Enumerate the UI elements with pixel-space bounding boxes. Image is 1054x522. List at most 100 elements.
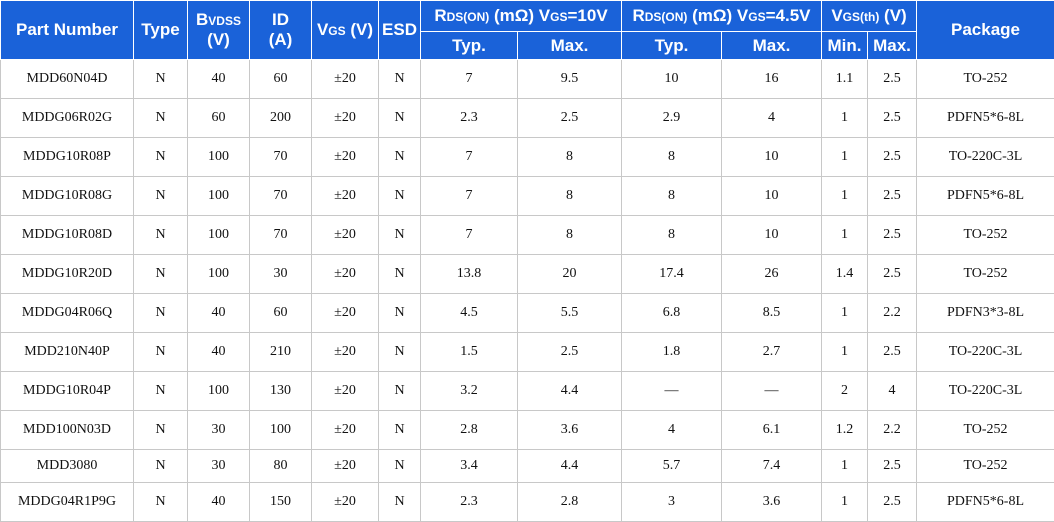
col-rds10-max: Max. [518, 32, 622, 60]
cell-vth-min: 1 [822, 99, 868, 138]
cell-r10-max: 9.5 [518, 60, 622, 99]
cell-r45-typ: 2.9 [622, 99, 722, 138]
cell-type: N [134, 99, 188, 138]
id-symbol: ID [250, 10, 311, 30]
cell-package: TO-252 [917, 411, 1054, 450]
cell-id: 100 [250, 411, 312, 450]
cell-package: TO-252 [917, 450, 1054, 483]
cell-part: MDDG10R08P [1, 138, 134, 177]
cell-esd: N [379, 333, 421, 372]
col-type: Type [134, 1, 188, 60]
cell-bvdss: 30 [188, 411, 250, 450]
cell-bvdss: 40 [188, 333, 250, 372]
cell-r45-typ: 17.4 [622, 255, 722, 294]
rds10-subscript: DS(ON) [447, 10, 490, 24]
rds45-gs-subscript: GS [748, 10, 765, 24]
cell-vgs: ±20 [312, 255, 379, 294]
col-part-number: Part Number [1, 1, 134, 60]
cell-vth-min: 2 [822, 372, 868, 411]
cell-r45-max: 3.6 [722, 483, 822, 522]
cell-bvdss: 100 [188, 372, 250, 411]
rds10-unit: (mΩ) V [489, 6, 550, 25]
cell-package: TO-252 [917, 255, 1054, 294]
cell-part: MDD210N40P [1, 333, 134, 372]
cell-type: N [134, 294, 188, 333]
cell-type: N [134, 483, 188, 522]
cell-esd: N [379, 450, 421, 483]
col-bvdss: BVDSS (V) [188, 1, 250, 60]
cell-vth-max: 4 [868, 372, 917, 411]
cell-type: N [134, 60, 188, 99]
cell-vth-min: 1 [822, 177, 868, 216]
col-rds45-typ: Typ. [622, 32, 722, 60]
col-vgs: VGS (V) [312, 1, 379, 60]
cell-esd: N [379, 372, 421, 411]
cell-package: TO-252 [917, 216, 1054, 255]
cell-r10-max: 3.6 [518, 411, 622, 450]
cell-vth-max: 2.2 [868, 411, 917, 450]
cell-r10-typ: 3.2 [421, 372, 518, 411]
cell-vgs: ±20 [312, 216, 379, 255]
vth-symbol: V [831, 6, 842, 25]
cell-r10-max: 8 [518, 216, 622, 255]
cell-r10-max: 2.5 [518, 99, 622, 138]
cell-part: MDDG04R06Q [1, 294, 134, 333]
cell-vth-min: 1.1 [822, 60, 868, 99]
cell-bvdss: 60 [188, 99, 250, 138]
cell-r10-typ: 7 [421, 177, 518, 216]
cell-vth-max: 2.5 [868, 60, 917, 99]
cell-r45-max: 16 [722, 60, 822, 99]
cell-type: N [134, 138, 188, 177]
cell-vth-min: 1.4 [822, 255, 868, 294]
cell-type: N [134, 333, 188, 372]
cell-type: N [134, 450, 188, 483]
cell-vth-min: 1 [822, 483, 868, 522]
cell-package: TO-220C-3L [917, 372, 1054, 411]
col-group-rds-4v5: RDS(ON) (mΩ) VGS=4.5V [622, 1, 822, 32]
cell-r10-typ: 2.8 [421, 411, 518, 450]
cell-vgs: ±20 [312, 138, 379, 177]
cell-r10-max: 4.4 [518, 450, 622, 483]
cell-type: N [134, 372, 188, 411]
cell-part: MDDG04R1P9G [1, 483, 134, 522]
rds10-value: =10V [567, 6, 607, 25]
cell-package: TO-220C-3L [917, 138, 1054, 177]
cell-vth-max: 2.5 [868, 138, 917, 177]
cell-vgs: ±20 [312, 450, 379, 483]
vth-subscript: GS(th) [843, 10, 880, 24]
cell-r10-max: 2.5 [518, 333, 622, 372]
cell-vth-min: 1.2 [822, 411, 868, 450]
cell-esd: N [379, 60, 421, 99]
cell-package: TO-220C-3L [917, 333, 1054, 372]
cell-vgs: ±20 [312, 483, 379, 522]
cell-r10-typ: 1.5 [421, 333, 518, 372]
cell-r10-max: 20 [518, 255, 622, 294]
cell-vth-min: 1 [822, 138, 868, 177]
cell-r10-typ: 2.3 [421, 483, 518, 522]
cell-esd: N [379, 255, 421, 294]
cell-r45-typ: 6.8 [622, 294, 722, 333]
table-header: Part Number Type BVDSS (V) ID (A) VGS (V… [1, 1, 1054, 60]
cell-esd: N [379, 483, 421, 522]
cell-r10-max: 8 [518, 177, 622, 216]
cell-id: 60 [250, 60, 312, 99]
cell-esd: N [379, 138, 421, 177]
cell-type: N [134, 177, 188, 216]
cell-r10-max: 8 [518, 138, 622, 177]
cell-vth-max: 2.5 [868, 483, 917, 522]
cell-vth-min: 1 [822, 216, 868, 255]
cell-vgs: ±20 [312, 99, 379, 138]
col-id: ID (A) [250, 1, 312, 60]
cell-bvdss: 100 [188, 138, 250, 177]
bvdss-unit: (V) [188, 30, 249, 50]
cell-r10-typ: 13.8 [421, 255, 518, 294]
vgs-symbol: V [317, 20, 328, 39]
cell-r10-typ: 7 [421, 138, 518, 177]
